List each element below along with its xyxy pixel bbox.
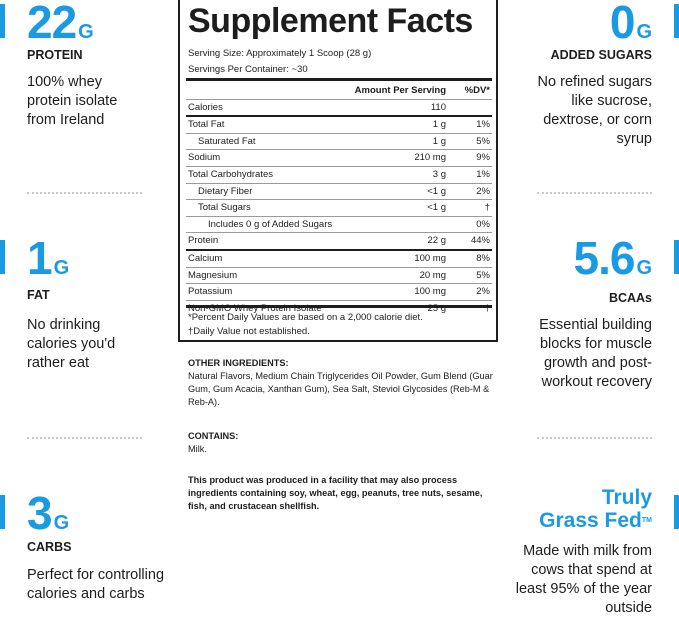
nutrient-amount: <1 g (427, 202, 446, 214)
stat-bcaa-value: 5.6 G (573, 232, 652, 284)
nutrient-name: Total Fat (188, 119, 225, 131)
grass-fed-desc: Made with milk from cows that spend at l… (515, 543, 652, 616)
facts-row: Total Sugars <1 g † (186, 199, 492, 216)
facts-header-row: Amount Per Serving %DV* (186, 83, 492, 99)
nutrient-name: Total Carbohydrates (188, 168, 274, 180)
other-ingredients-title: OTHER INGREDIENTS: (188, 358, 289, 368)
serving-size: Serving Size: Approximately 1 Scoop (28 … (188, 48, 372, 59)
nutrient-dv: 1% (476, 119, 490, 131)
nutrient-dv: 2% (476, 185, 490, 197)
nutrient-name: Total Sugars (198, 202, 251, 214)
nutrient-name: Non-GMO Whey Protein Isolate (188, 302, 322, 314)
nutrient-name: Protein (188, 235, 219, 247)
accent-bar (0, 495, 5, 529)
accent-bar (674, 495, 679, 529)
facts-row: Saturated Fat 1 g 5% (186, 132, 492, 150)
footnote-dv: *Percent Daily Values are based on a 2,0… (188, 312, 423, 323)
facts-table: Amount Per Serving %DV* Calories 110 Total… (186, 83, 492, 316)
facts-row: Total Carbohydrates 3 g 1% (186, 165, 492, 183)
stat-carbs-desc: Perfect for controlling calories and car… (27, 567, 165, 602)
nutrient-amount: 3 g (432, 168, 446, 180)
grass-fed-heading: Truly Grass FedTM (539, 486, 652, 532)
nutrient-amount: 22 g (427, 235, 447, 247)
stat-sugars-desc: No refined sugars like sucrose, dextrose… (537, 74, 652, 147)
nutrient-name: Potassium (188, 286, 233, 298)
nutrient-amount: 100 mg (414, 252, 446, 264)
nutrient-amount: 210 mg (414, 152, 446, 164)
facts-row: Total Fat 1 g 1% (186, 115, 492, 133)
divider (27, 192, 142, 194)
accent-bar (674, 4, 679, 38)
nutrient-name: Calories (188, 101, 223, 113)
contains: CONTAINS: Milk. (188, 430, 500, 456)
stat-bcaa-desc: Essential building blocks for muscle gro… (539, 317, 652, 390)
supplement-facts-panel: Supplement Facts Serving Size: Approxima… (178, 0, 498, 342)
nutrient-name: Sodium (188, 152, 221, 164)
thick-rule (186, 78, 492, 81)
servings-per-container: Servings Per Container: ~30 (188, 64, 308, 75)
accent-bar (674, 240, 679, 274)
facts-row: Sodium 210 mg 9% (186, 149, 492, 166)
nutrient-dv: † (484, 302, 490, 314)
stat-carbs-label: CARBS (27, 540, 72, 554)
divider (537, 192, 652, 194)
facts-row: Magnesium 20 mg 5% (186, 266, 492, 284)
amount-header: Amount Per Serving (354, 85, 446, 96)
stat-protein-label: PROTEIN (27, 48, 83, 62)
nutrient-amount: 1 g (432, 135, 446, 147)
dv-header: %DV* (464, 85, 490, 96)
facts-row: Calcium 100 mg 8% (186, 248, 492, 267)
nutrient-amount: 110 (430, 101, 446, 113)
other-ingredients: OTHER INGREDIENTS: Natural Flavors, Medi… (188, 357, 500, 409)
divider (537, 437, 652, 439)
contains-text: Milk. (188, 444, 207, 454)
divider (27, 437, 142, 439)
nutrient-dv: † (484, 202, 490, 214)
nutrient-name: Dietary Fiber (198, 185, 253, 197)
nutrient-dv: 8% (476, 252, 490, 264)
facts-row: Potassium 100 mg 2% (186, 283, 492, 300)
contains-title: CONTAINS: (188, 431, 239, 441)
stat-protein-desc: 100% whey protein isolate from Ireland (27, 74, 118, 128)
nutrient-amount: 25 g (427, 302, 447, 314)
nutrient-dv: 9% (476, 152, 490, 164)
facts-row: Calories 110 (186, 98, 492, 116)
facts-row: Dietary Fiber <1 g 2% (186, 182, 492, 200)
nutrient-dv: 1% (476, 168, 490, 180)
accent-bar (0, 4, 5, 38)
nutrient-amount: 100 mg (414, 286, 446, 298)
nutrient-name: Calcium (188, 252, 223, 264)
accent-bar (0, 240, 5, 274)
stat-fat-label: FAT (27, 288, 50, 302)
panel-title: Supplement Facts (188, 2, 473, 40)
nutrient-dv: 0% (476, 218, 490, 230)
nutrient-amount: 20 mg (419, 269, 446, 281)
facts-row: Protein 22 g 44% (186, 232, 492, 249)
nutrient-amount: 1 g (432, 119, 446, 131)
stat-bcaa-label: BCAAs (608, 291, 652, 305)
nutrient-name: Magnesium (188, 269, 238, 281)
nutrient-dv: 2% (476, 286, 490, 298)
nutrient-name: Saturated Fat (198, 135, 256, 147)
stat-protein-value: 22 G (27, 0, 94, 48)
other-ingredients-text: Natural Flavors, Medium Chain Triglyceri… (188, 371, 493, 407)
facts-row: Includes 0 g of Added Sugars 0% (186, 215, 492, 233)
nutrient-dv: 5% (476, 135, 490, 147)
stat-fat-desc: No drinking calories you'd rather eat (27, 317, 116, 371)
nutrient-dv: 5% (476, 269, 490, 281)
nutrient-amount: <1 g (427, 185, 446, 197)
facility-statement: This product was produced in a facility … (188, 475, 483, 511)
facts-row: Non-GMO Whey Protein Isolate 25 g † (186, 299, 492, 317)
stat-sugars-label: ADDED SUGARS (550, 48, 652, 62)
thick-rule (186, 305, 492, 308)
nutrient-dv: 44% (470, 235, 490, 247)
nutrient-name: Includes 0 g of Added Sugars (208, 218, 333, 230)
footnote-dagger: †Daily Value not established. (188, 326, 310, 337)
